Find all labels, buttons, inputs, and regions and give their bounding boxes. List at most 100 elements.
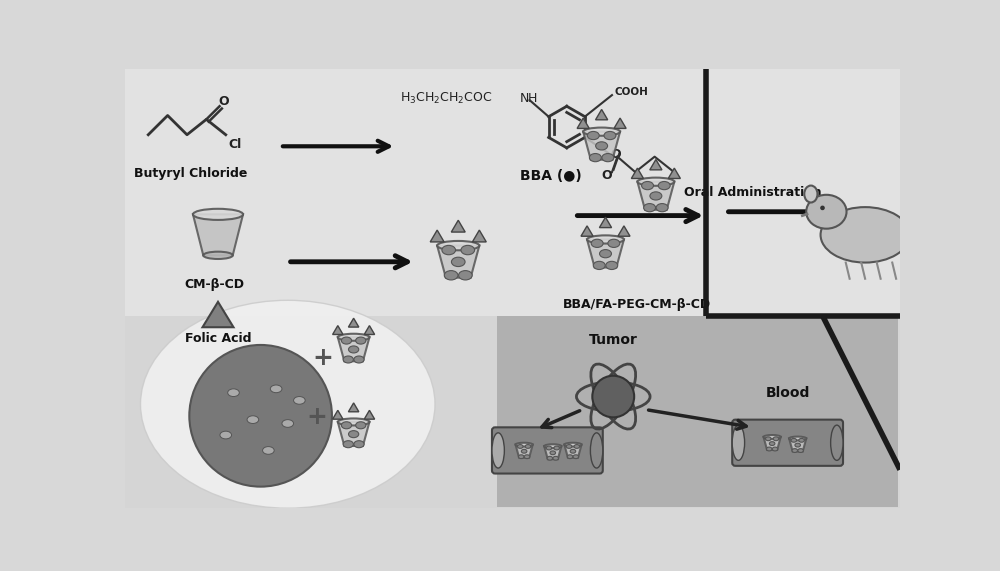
Ellipse shape: [593, 262, 605, 270]
Polygon shape: [614, 118, 626, 128]
Polygon shape: [516, 445, 533, 458]
Ellipse shape: [732, 425, 745, 460]
Ellipse shape: [356, 337, 366, 344]
Ellipse shape: [341, 337, 352, 344]
Ellipse shape: [354, 441, 364, 448]
Ellipse shape: [574, 445, 580, 448]
Ellipse shape: [789, 437, 806, 440]
Ellipse shape: [795, 443, 800, 447]
Ellipse shape: [792, 449, 798, 452]
Ellipse shape: [553, 456, 558, 460]
Ellipse shape: [798, 449, 803, 452]
Ellipse shape: [564, 443, 582, 447]
Ellipse shape: [437, 241, 479, 250]
Ellipse shape: [459, 271, 472, 280]
Ellipse shape: [766, 447, 772, 451]
Ellipse shape: [650, 192, 662, 200]
Polygon shape: [193, 214, 243, 255]
Text: Oral Administration: Oral Administration: [684, 186, 822, 199]
Text: $\mathrm{NH}$: $\mathrm{NH}$: [519, 92, 538, 105]
Ellipse shape: [516, 443, 533, 447]
Bar: [125, 69, 900, 316]
Ellipse shape: [644, 204, 656, 212]
Ellipse shape: [547, 456, 553, 460]
Polygon shape: [472, 230, 486, 242]
Text: BBA (●): BBA (●): [520, 168, 582, 183]
Text: O: O: [218, 95, 229, 108]
Circle shape: [820, 206, 825, 210]
Polygon shape: [544, 446, 561, 459]
Ellipse shape: [587, 131, 599, 140]
Ellipse shape: [228, 389, 239, 396]
Bar: [497, 316, 898, 506]
Ellipse shape: [338, 333, 369, 341]
Text: +: +: [312, 346, 333, 370]
Polygon shape: [430, 230, 444, 242]
FancyBboxPatch shape: [492, 427, 603, 473]
Ellipse shape: [637, 178, 674, 186]
Ellipse shape: [791, 439, 797, 442]
Ellipse shape: [583, 127, 620, 136]
Text: COOH: COOH: [614, 87, 648, 97]
Ellipse shape: [765, 437, 771, 441]
Polygon shape: [618, 226, 630, 236]
Polygon shape: [333, 325, 343, 335]
Text: CM-β-CD: CM-β-CD: [184, 279, 244, 291]
Polygon shape: [587, 239, 624, 267]
Polygon shape: [564, 445, 582, 458]
Text: O: O: [601, 170, 612, 183]
Ellipse shape: [524, 455, 530, 459]
Polygon shape: [637, 182, 674, 210]
Polygon shape: [599, 217, 612, 228]
Text: Cl: Cl: [228, 138, 242, 151]
Polygon shape: [348, 318, 359, 327]
Polygon shape: [650, 159, 662, 170]
Polygon shape: [338, 337, 369, 361]
Ellipse shape: [806, 195, 847, 228]
Ellipse shape: [773, 437, 779, 441]
Polygon shape: [789, 439, 806, 452]
Ellipse shape: [270, 385, 282, 393]
Ellipse shape: [573, 455, 579, 459]
Ellipse shape: [518, 455, 524, 459]
Ellipse shape: [596, 142, 608, 150]
Ellipse shape: [356, 422, 366, 429]
Text: Tumor: Tumor: [589, 333, 638, 347]
Ellipse shape: [203, 252, 233, 259]
Text: $\mathrm{H_3CH_2CH_2COC}$: $\mathrm{H_3CH_2CH_2COC}$: [400, 91, 493, 106]
Ellipse shape: [492, 433, 504, 468]
Ellipse shape: [442, 246, 456, 255]
Ellipse shape: [140, 300, 435, 508]
Ellipse shape: [263, 447, 274, 455]
Ellipse shape: [602, 154, 614, 162]
Ellipse shape: [343, 356, 353, 363]
Ellipse shape: [769, 442, 775, 445]
Polygon shape: [202, 302, 234, 327]
Ellipse shape: [546, 446, 552, 450]
Ellipse shape: [608, 239, 620, 247]
Polygon shape: [437, 246, 479, 278]
Ellipse shape: [444, 271, 458, 280]
Text: BBA/FA-PEG-CM-β-CD: BBA/FA-PEG-CM-β-CD: [562, 297, 711, 311]
Ellipse shape: [282, 420, 294, 427]
Ellipse shape: [587, 235, 624, 244]
Text: O: O: [610, 148, 621, 161]
Ellipse shape: [220, 431, 232, 439]
Ellipse shape: [567, 455, 573, 459]
Ellipse shape: [642, 182, 654, 190]
Ellipse shape: [831, 425, 843, 460]
Ellipse shape: [590, 433, 603, 468]
Ellipse shape: [658, 182, 670, 190]
Polygon shape: [764, 437, 781, 450]
Circle shape: [189, 345, 332, 486]
Polygon shape: [333, 411, 343, 419]
Ellipse shape: [604, 131, 616, 140]
Polygon shape: [338, 422, 369, 446]
Ellipse shape: [193, 209, 243, 220]
Ellipse shape: [521, 449, 527, 453]
Polygon shape: [451, 220, 465, 232]
Text: Butyryl Chloride: Butyryl Chloride: [134, 167, 248, 180]
Ellipse shape: [591, 239, 603, 247]
Polygon shape: [596, 110, 608, 120]
Ellipse shape: [294, 396, 305, 404]
